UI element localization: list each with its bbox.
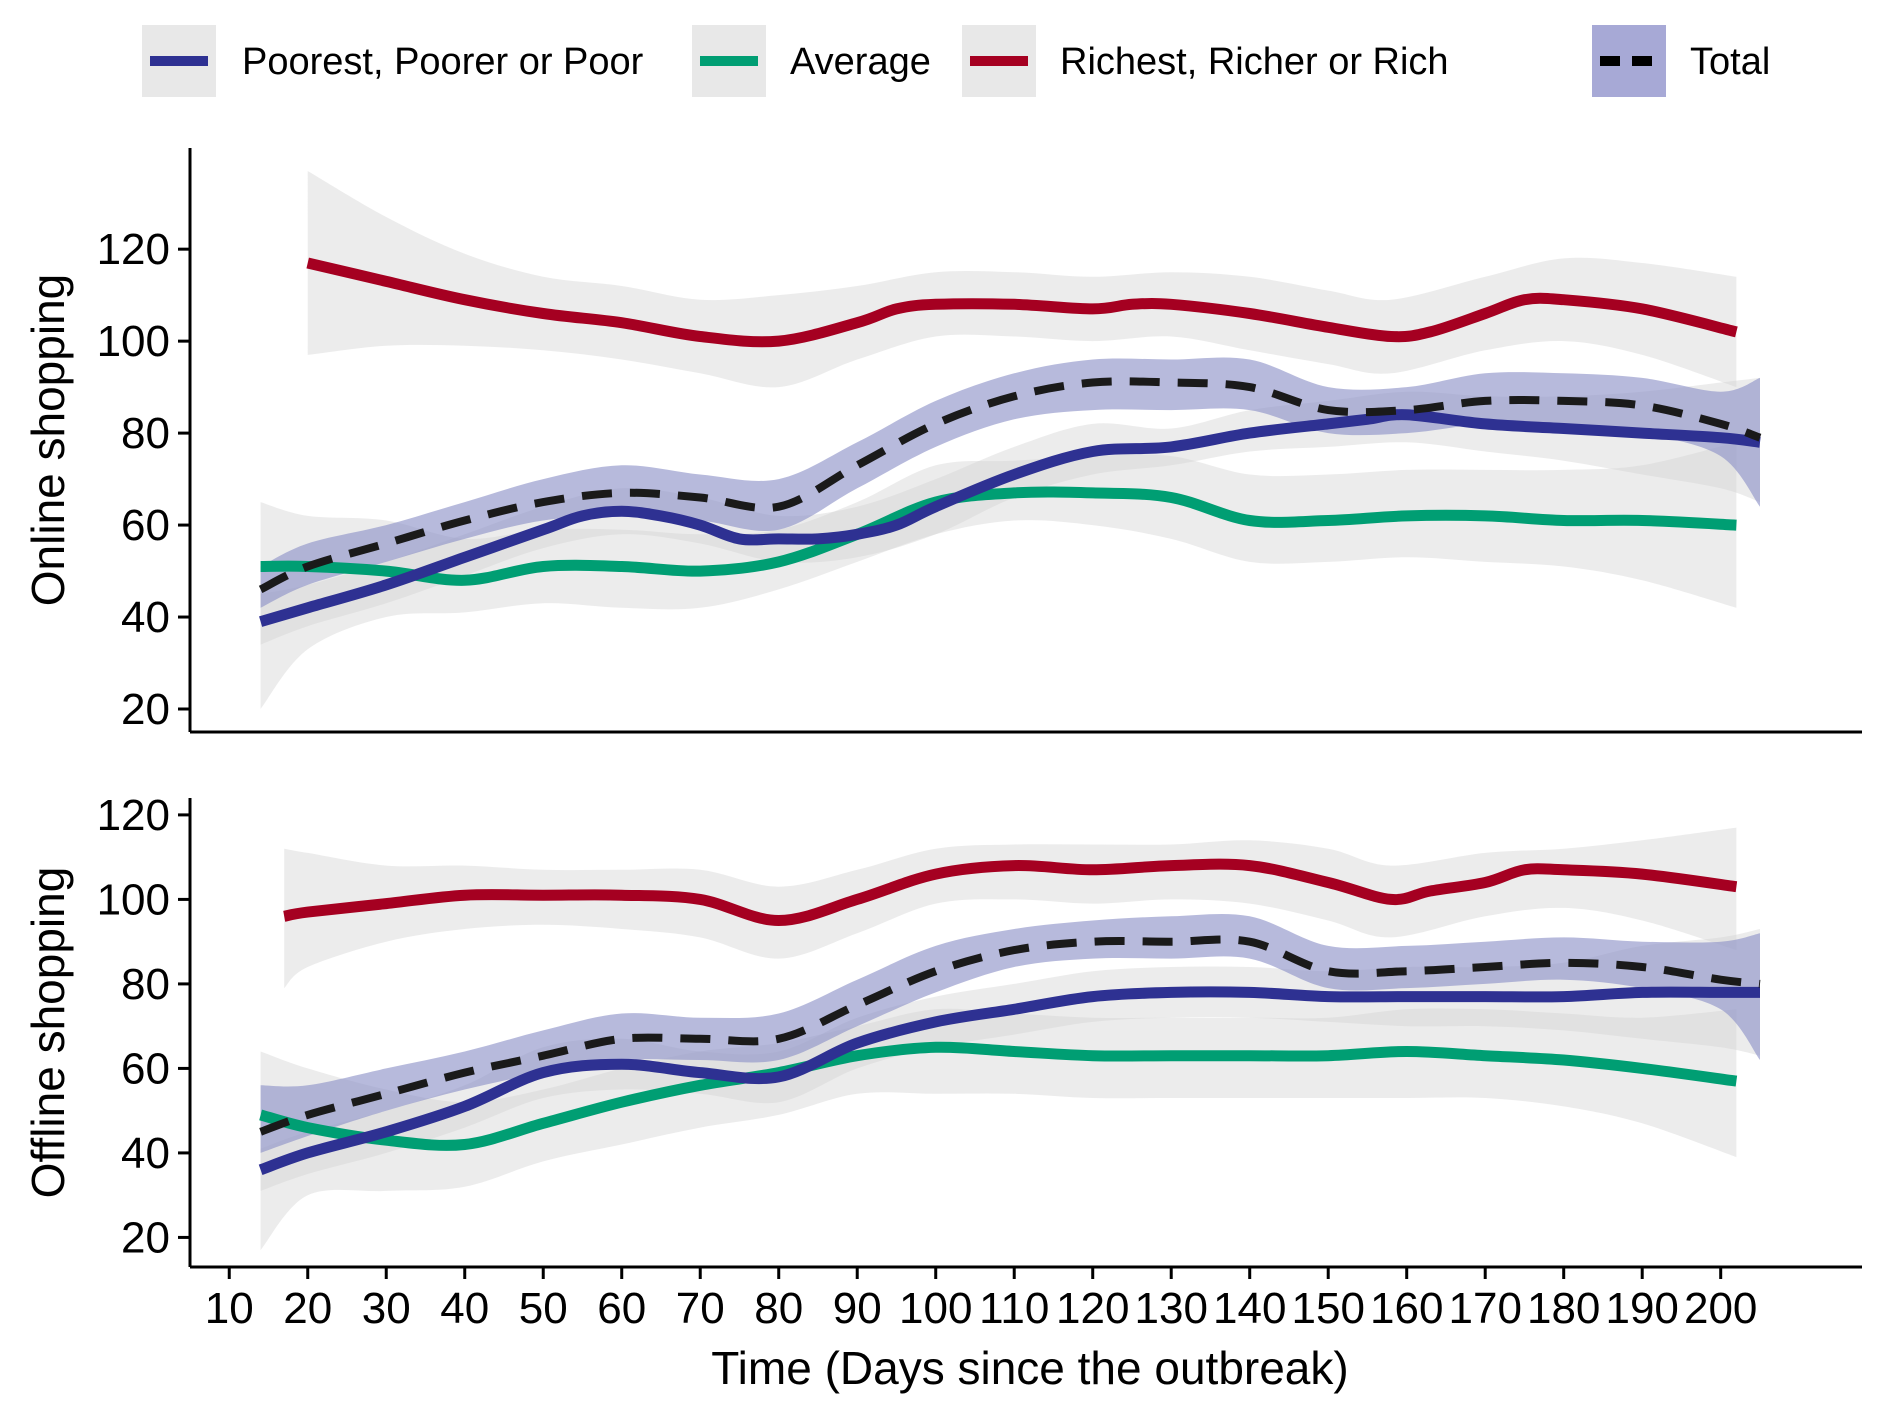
series-line-poor (259, 409, 1761, 627)
y-tick-label: 40 (121, 593, 170, 642)
offline-shopping-panel: 20 40 60 80 100 120 Offline shopping (22, 791, 1862, 1269)
y-axis-1: 20 40 60 80 100 120 Offline shopping (22, 791, 1862, 1269)
x-axis: 10 20 30 40 50 60 70 80 90 100 110 120 130 140 150 160 1… (205, 1267, 1757, 1333)
band-rich (307, 171, 1737, 388)
x-tick-label: 80 (754, 1284, 803, 1333)
y-tick-label: 100 (97, 875, 170, 924)
series-line-rich (283, 858, 1738, 926)
x-tick-label: 150 (1292, 1284, 1365, 1333)
x-tick-label: 30 (362, 1284, 411, 1333)
band-rich (284, 827, 1737, 989)
x-tick-label: 50 (519, 1284, 568, 1333)
x-tick-label: 40 (440, 1284, 489, 1333)
y-axis-title: Online shopping (22, 274, 74, 606)
x-tick-label: 140 (1213, 1284, 1286, 1333)
y-tick-label: 60 (121, 1044, 170, 1093)
y-tick-label: 80 (121, 960, 170, 1009)
band-average (260, 442, 1737, 709)
online-shopping-panel: 20 40 60 80 100 120 Online shopping (22, 148, 1862, 734)
series-lines (258, 257, 1762, 627)
x-tick-label: 100 (899, 1284, 972, 1333)
x-axis-title: Time (Days since the outbreak) (711, 1342, 1348, 1394)
series-line-poor (258, 986, 1760, 1175)
legend-label-poor: Poorest, Poorer or Poor (242, 41, 644, 83)
x-tick-label: 90 (833, 1284, 882, 1333)
x-tick-label: 160 (1370, 1284, 1443, 1333)
legend-item-rich: Richest, Richer or Rich (962, 25, 1449, 97)
x-tick-label: 110 (979, 1284, 1049, 1333)
y-tick-label: 20 (121, 1213, 170, 1262)
y-tick-label: 120 (97, 791, 170, 840)
x-tick-label: 10 (205, 1284, 254, 1333)
y-tick-label: 100 (97, 317, 170, 366)
y-tick-label: 20 (121, 685, 170, 734)
legend-label-rich: Richest, Richer or Rich (1060, 41, 1449, 83)
x-tick-label: 190 (1605, 1284, 1678, 1333)
legend-label-total: Total (1690, 41, 1770, 83)
legend-label-average: Average (790, 41, 931, 83)
series-line-rich (306, 257, 1738, 348)
confidence-bands (260, 171, 1761, 709)
legend-item-poor: Poorest, Poorer or Poor (142, 25, 644, 97)
x-tick-label: 70 (676, 1284, 725, 1333)
series-lines (258, 858, 1761, 1175)
y-tick-label: 60 (121, 501, 170, 550)
legend-item-average: Average (692, 25, 931, 97)
legend-item-total: Total (1592, 25, 1770, 97)
series-line-total (259, 935, 1761, 1136)
y-tick-label: 40 (121, 1129, 170, 1178)
x-tick-label: 120 (1056, 1284, 1129, 1333)
x-tick-label: 60 (597, 1284, 646, 1333)
x-tick-label: 20 (283, 1284, 332, 1333)
series-line-average (259, 1041, 1738, 1151)
series-line-total (258, 377, 1762, 594)
series-line-average (260, 486, 1737, 586)
x-tick-label: 200 (1684, 1284, 1757, 1333)
legend: Poorest, Poorer or Poor Average Richest, R… (142, 25, 1770, 97)
y-tick-label: 80 (121, 409, 170, 458)
x-tick-label: 170 (1449, 1284, 1522, 1333)
x-tick-label: 130 (1135, 1284, 1208, 1333)
band-average (260, 1008, 1737, 1251)
x-tick-label: 180 (1527, 1284, 1600, 1333)
y-axis-title: Offline shopping (22, 867, 74, 1199)
y-tick-label: 120 (97, 225, 170, 274)
y-axis-0: 20 40 60 80 100 120 Online shopping (22, 148, 1862, 734)
